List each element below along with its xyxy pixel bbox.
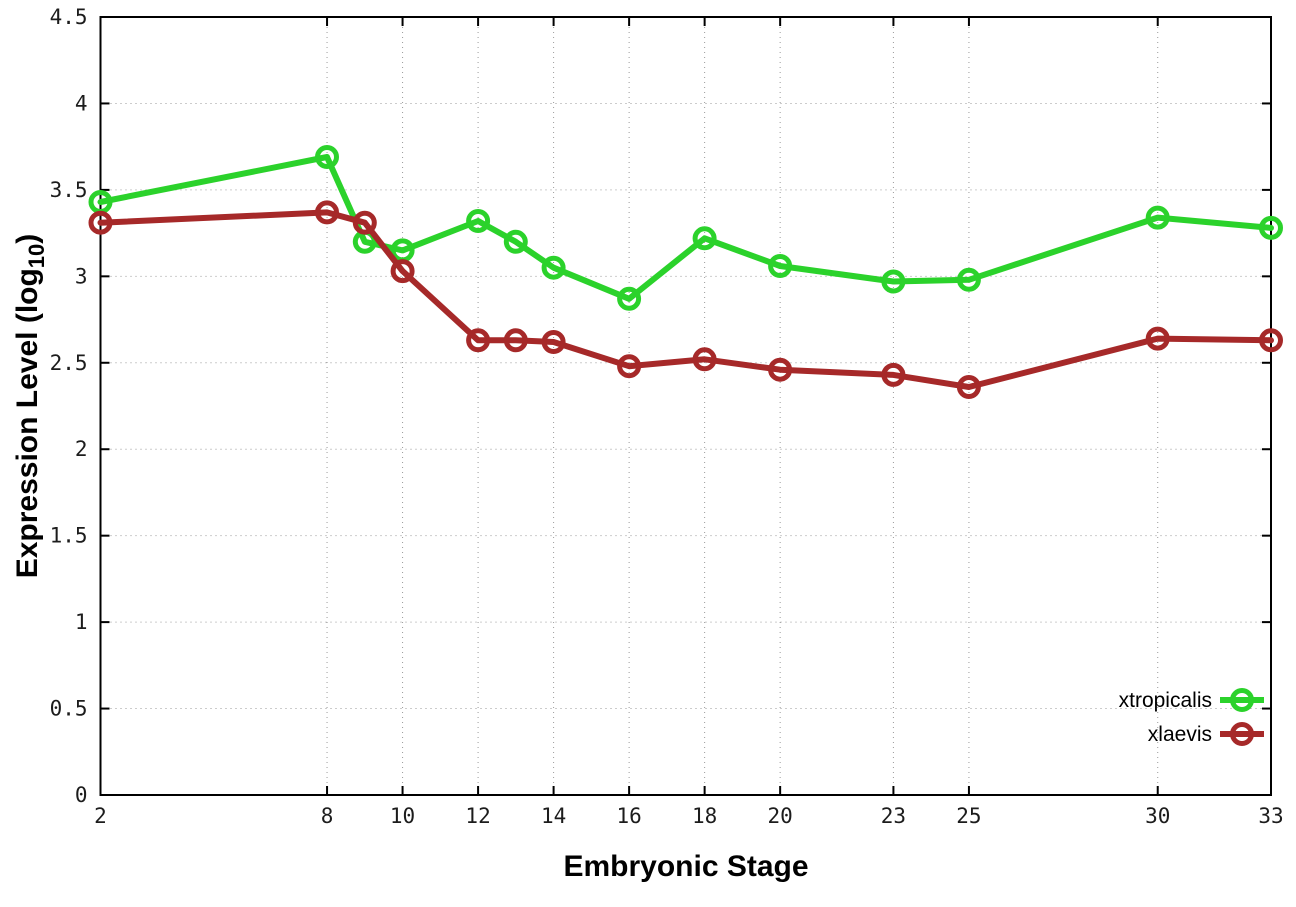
data-point-xlaevis xyxy=(541,330,566,354)
x-tick-label: 12 xyxy=(465,804,490,828)
data-point-xlaevis xyxy=(352,210,377,235)
data-point-xlaevis xyxy=(390,259,415,284)
data-point-xtropicalis xyxy=(617,286,642,311)
x-tick-label: 23 xyxy=(881,804,906,828)
data-point-xtropicalis xyxy=(692,226,717,251)
y-axis-title: Expression Level (log10) xyxy=(11,233,49,579)
data-point-xtropicalis xyxy=(503,229,528,254)
legend-label-xlaevis: xlaevis xyxy=(1148,723,1212,746)
legend-marker-xlaevis-icon xyxy=(1230,722,1254,746)
data-point-xlaevis xyxy=(466,328,491,353)
x-tick-label: 2 xyxy=(94,804,107,828)
y-tick-label: 4 xyxy=(75,91,88,115)
y-tick-label: 0 xyxy=(75,783,88,807)
x-tick-label: 20 xyxy=(767,804,792,828)
data-point-xlaevis xyxy=(315,200,339,225)
data-point-xlaevis xyxy=(617,354,642,379)
data-point-xtropicalis xyxy=(541,255,566,280)
legend-label-xtropicalis: xtropicalis xyxy=(1119,689,1212,712)
y-axis-title-main: Expression Level (log xyxy=(11,268,44,579)
data-point-xtropicalis xyxy=(768,254,793,278)
x-tick-label: 16 xyxy=(616,804,641,828)
data-point-xtropicalis xyxy=(1259,215,1283,240)
x-tick-label: 30 xyxy=(1145,804,1170,828)
y-tick-label: 3 xyxy=(75,264,88,288)
data-point-xlaevis xyxy=(1145,326,1170,351)
plot-border xyxy=(99,16,1272,796)
x-tick-label: 18 xyxy=(692,804,717,828)
x-tick-label: 25 xyxy=(956,804,981,828)
data-point-xtropicalis xyxy=(315,145,339,169)
data-point-xlaevis xyxy=(88,210,113,235)
data-point-xlaevis xyxy=(768,357,793,382)
data-point-xtropicalis xyxy=(466,209,491,233)
y-tick-label: 3.5 xyxy=(50,178,88,202)
x-tick-label: 10 xyxy=(390,804,415,828)
y-axis-title-end: ) xyxy=(11,233,44,244)
y-tick-label: 1.5 xyxy=(50,524,88,548)
data-point-xlaevis xyxy=(503,328,528,353)
y-tick-label: 2.5 xyxy=(50,351,88,375)
x-tick-label: 8 xyxy=(321,804,334,828)
legend: xtropicalis xlaevis xyxy=(1119,688,1264,746)
x-axis-title: Embryonic Stage xyxy=(563,850,809,883)
y-tick-label: 2 xyxy=(75,437,88,461)
data-point-xlaevis xyxy=(1259,328,1283,353)
y-tick-label: 0.5 xyxy=(50,697,88,721)
x-tick-label: 33 xyxy=(1258,804,1283,828)
data-point-xtropicalis xyxy=(956,267,981,292)
data-point-xtropicalis xyxy=(1145,205,1170,230)
y-tick-label: 1 xyxy=(75,610,88,634)
x-tick-label: 14 xyxy=(541,804,566,828)
y-axis-title-subscript: 10 xyxy=(24,243,49,269)
data-point-xlaevis xyxy=(881,362,906,387)
data-point-xlaevis xyxy=(956,375,981,399)
legend-marker-xtropicalis-icon xyxy=(1230,688,1254,712)
y-tick-label: 4.5 xyxy=(50,5,88,29)
series-line-xtropicalis xyxy=(97,154,1274,302)
data-point-xtropicalis xyxy=(881,269,906,294)
data-point-xlaevis xyxy=(692,347,717,372)
